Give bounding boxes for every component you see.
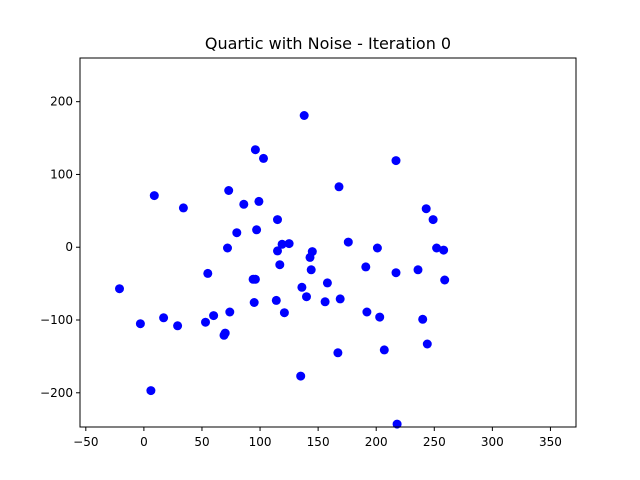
data-point	[115, 284, 124, 294]
data-point	[250, 145, 260, 155]
data-point	[223, 243, 232, 253]
data-point	[375, 312, 385, 322]
data-point	[135, 319, 145, 329]
data-point	[273, 246, 282, 256]
data-point	[178, 203, 188, 213]
data-point	[428, 215, 438, 225]
data-point	[273, 215, 282, 225]
x-tick-label: 50	[194, 435, 209, 449]
data-point	[296, 371, 306, 381]
data-point	[379, 345, 389, 355]
data-point	[439, 245, 449, 255]
data-point	[334, 182, 344, 192]
data-point	[361, 262, 371, 272]
chart-title: Quartic with Noise - Iteration 0	[205, 34, 451, 53]
data-point	[422, 339, 432, 349]
data-point	[252, 225, 262, 235]
data-point	[418, 314, 428, 324]
data-point	[299, 111, 309, 120]
x-tick-label: 0	[140, 435, 148, 449]
data-point	[275, 260, 285, 270]
data-point	[333, 348, 343, 358]
data-point	[391, 156, 401, 166]
data-point	[159, 313, 169, 323]
y-tick-label: 200	[50, 95, 73, 109]
y-tick-label: 100	[50, 167, 73, 181]
x-tick-label: −50	[73, 435, 98, 449]
x-tick-label: 150	[307, 435, 330, 449]
data-point	[362, 307, 372, 317]
data-point	[173, 321, 183, 331]
data-point	[343, 237, 353, 247]
data-point	[279, 308, 289, 318]
data-point	[306, 265, 316, 275]
y-tick-label: −100	[40, 313, 73, 327]
data-point	[146, 386, 156, 396]
data-point	[225, 307, 235, 317]
x-tick-label: 200	[365, 435, 388, 449]
data-point	[302, 292, 311, 302]
data-point	[232, 228, 242, 238]
data-point	[220, 328, 230, 338]
data-point	[203, 268, 213, 278]
y-tick-label: −200	[40, 386, 73, 400]
data-point	[432, 243, 442, 253]
y-axis-ticks: −200 −100 0 100 200	[40, 95, 80, 400]
data-point	[239, 199, 249, 209]
data-point	[392, 419, 402, 429]
x-tick-label: 350	[539, 435, 562, 449]
data-point	[259, 153, 268, 163]
data-point	[249, 298, 259, 307]
data-point	[284, 239, 294, 249]
data-point	[372, 243, 382, 253]
data-point	[209, 311, 219, 321]
x-tick-label: 100	[249, 435, 272, 449]
data-point	[322, 278, 332, 288]
data-point	[250, 274, 260, 284]
x-tick-label: 250	[423, 435, 446, 449]
data-point	[335, 294, 345, 304]
y-tick-label: 0	[65, 240, 73, 254]
data-point	[149, 191, 159, 201]
x-tick-label: 300	[481, 435, 504, 449]
data-point	[320, 297, 330, 307]
x-axis-ticks: −50 0 50 100 150 200 250 300 350	[73, 427, 562, 449]
data-point	[440, 275, 450, 285]
data-point	[421, 204, 431, 214]
data-point	[201, 317, 210, 327]
data-point	[271, 295, 281, 305]
data-points	[115, 111, 450, 429]
plot-frame	[79, 57, 577, 428]
data-point	[277, 239, 287, 249]
data-point	[307, 247, 317, 257]
data-point	[254, 196, 264, 206]
data-point	[224, 186, 234, 195]
data-point	[391, 268, 401, 278]
data-point	[297, 282, 307, 292]
data-point	[413, 265, 423, 275]
